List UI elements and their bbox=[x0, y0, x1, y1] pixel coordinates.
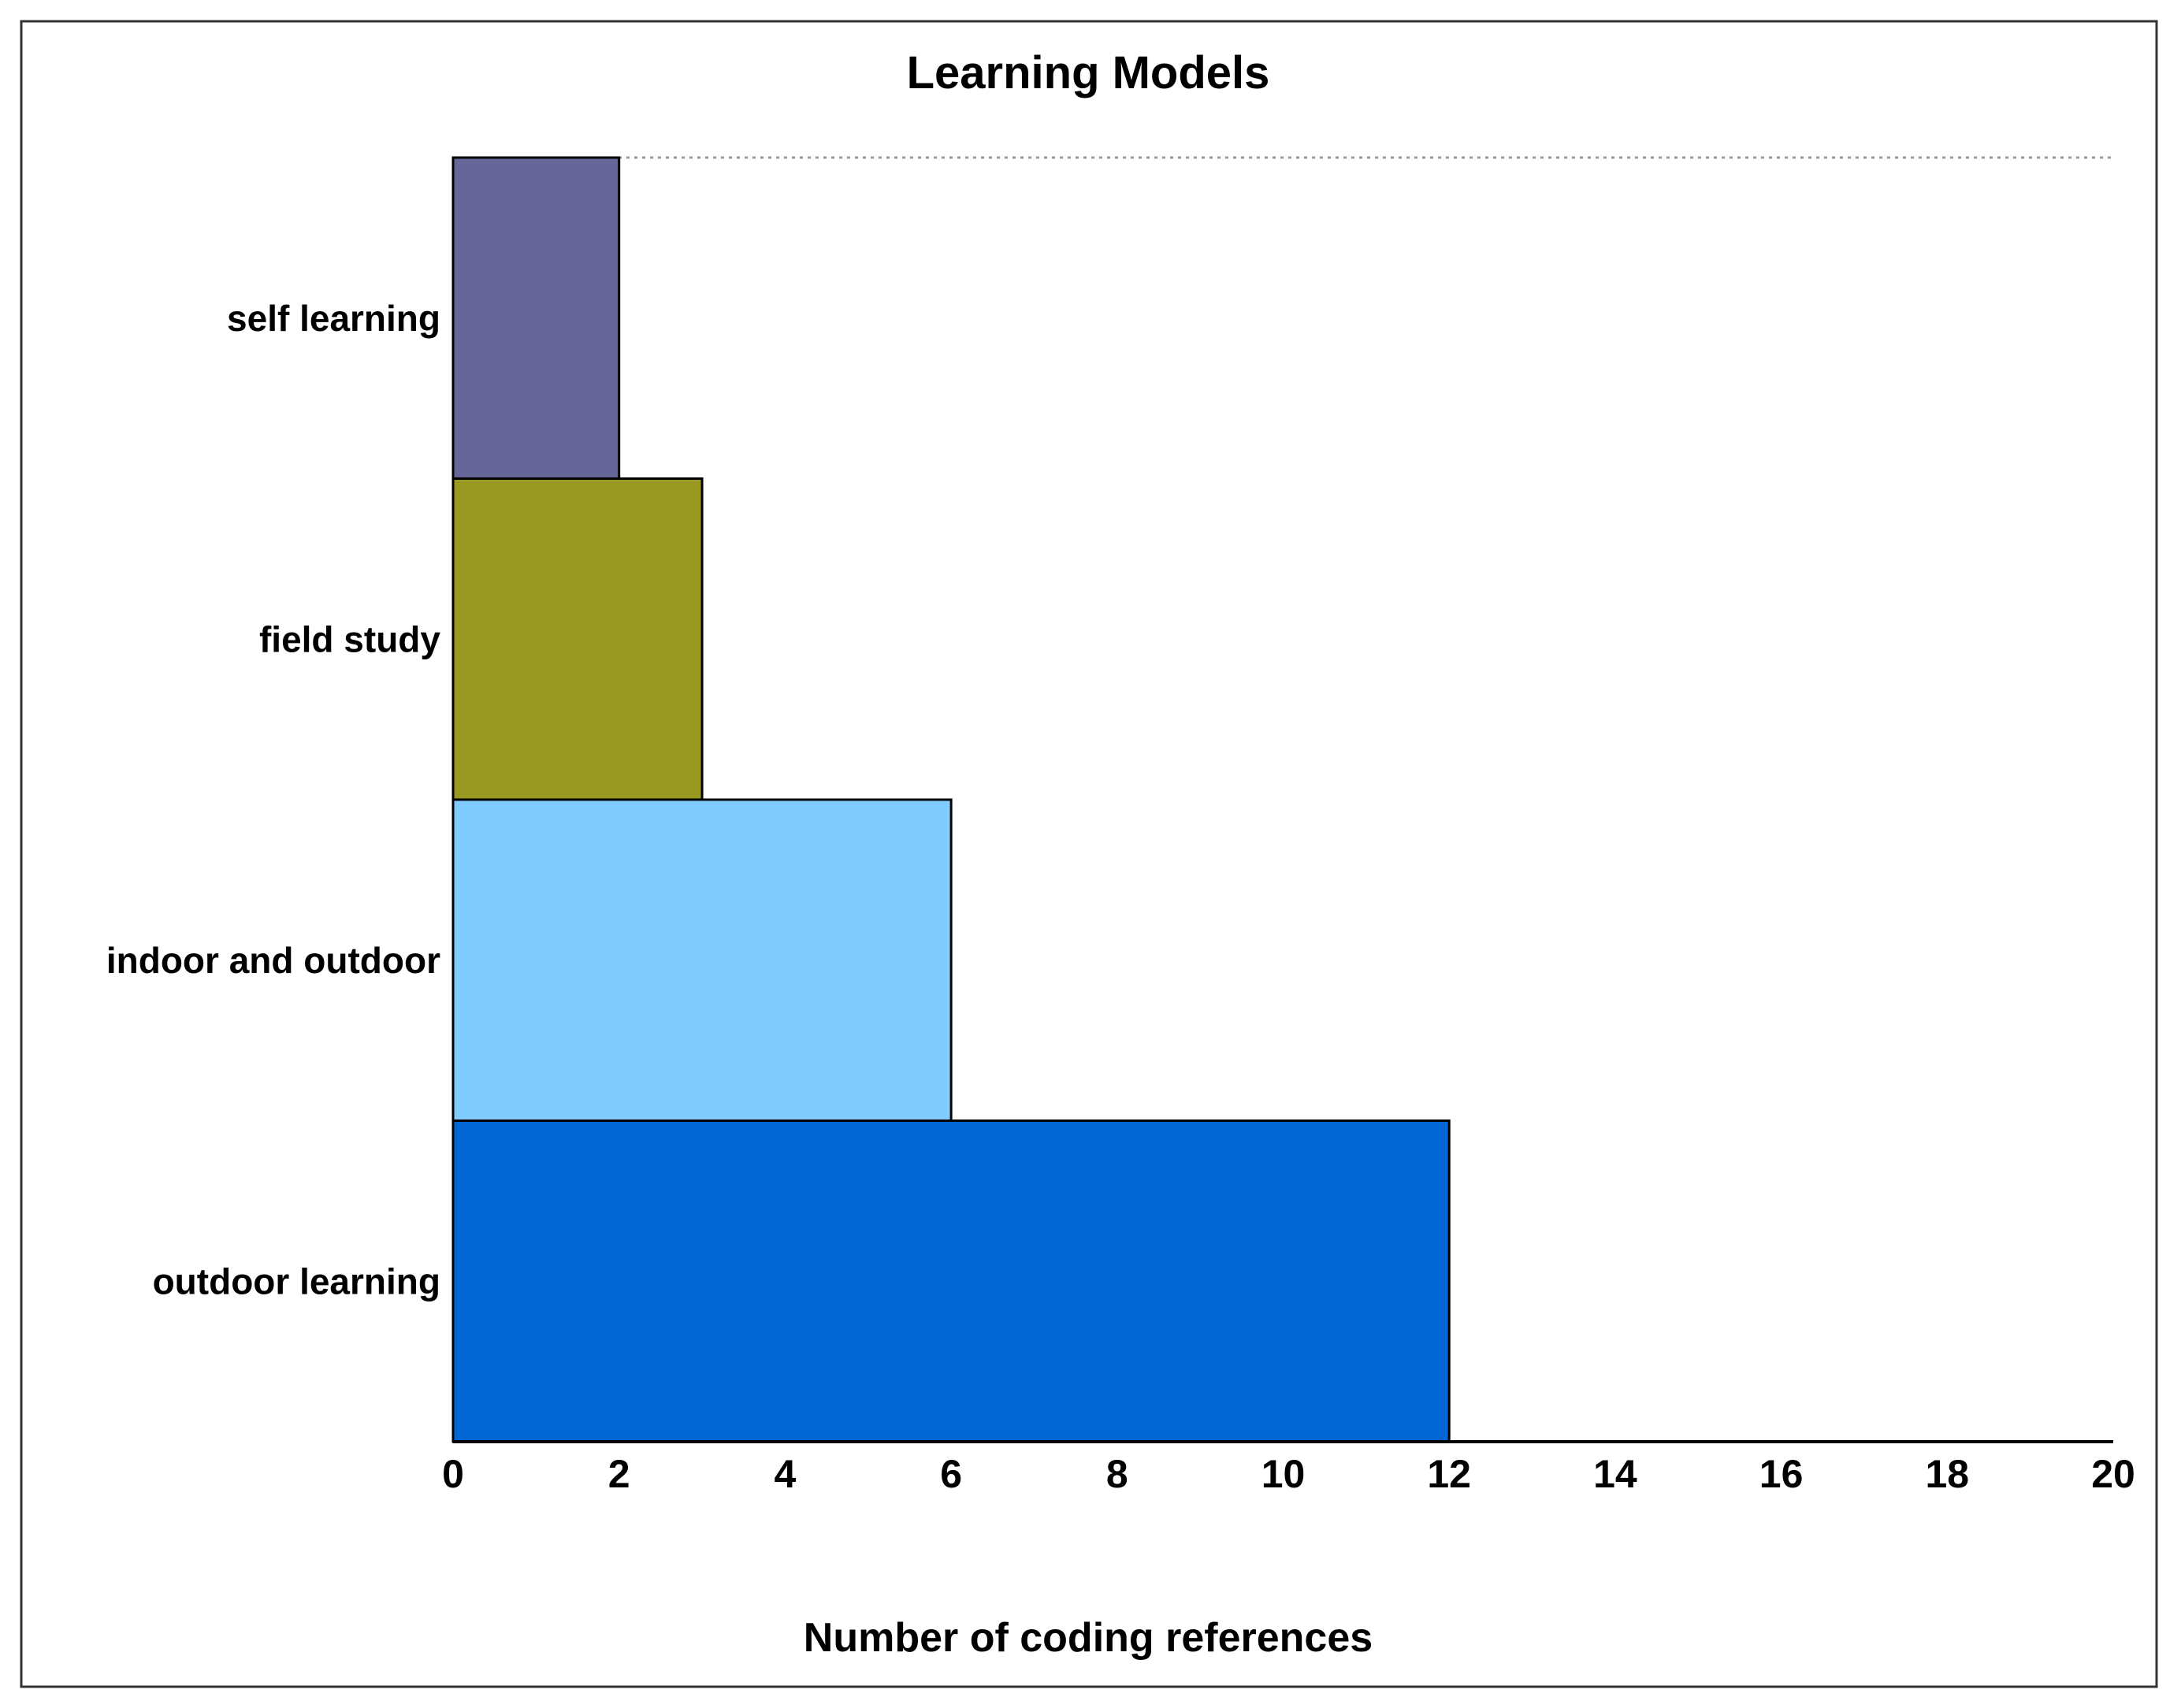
x-tick-label-12: 12 bbox=[1427, 1452, 1471, 1496]
x-tick-label-14: 14 bbox=[1593, 1452, 1637, 1496]
x-tick-label-4: 4 bbox=[774, 1452, 796, 1496]
category-labels: self learning field study indoor and outdo… bbox=[106, 298, 441, 1302]
x-tick-label-0: 0 bbox=[442, 1452, 464, 1496]
x-tick-label-2: 2 bbox=[608, 1452, 630, 1496]
category-label-field-study: field study bbox=[259, 618, 440, 659]
x-tick-labels: 0 2 4 6 8 10 12 14 16 18 20 bbox=[442, 1452, 2135, 1496]
x-tick-label-18: 18 bbox=[1925, 1452, 1969, 1496]
x-tick-label-10: 10 bbox=[1261, 1452, 1306, 1496]
x-axis-label: Number of coding references bbox=[804, 1615, 1373, 1661]
bar-indoor-and-outdoor bbox=[451, 798, 953, 1122]
x-tick-label-8: 8 bbox=[1106, 1452, 1128, 1496]
x-tick-label-20: 20 bbox=[2091, 1452, 2135, 1496]
bars-group bbox=[451, 156, 1451, 1443]
chart-title: Learning Models bbox=[907, 47, 1270, 98]
bar-self-learning bbox=[451, 156, 621, 480]
bar-outdoor-learning bbox=[451, 1119, 1451, 1443]
bar-field-study bbox=[451, 477, 704, 801]
category-label-indoor-and-outdoor: indoor and outdoor bbox=[106, 940, 440, 981]
category-label-self-learning: self learning bbox=[227, 298, 440, 339]
x-tick-label-6: 6 bbox=[940, 1452, 962, 1496]
x-tick-label-16: 16 bbox=[1759, 1452, 1804, 1496]
category-label-outdoor-learning: outdoor learning bbox=[153, 1261, 440, 1301]
